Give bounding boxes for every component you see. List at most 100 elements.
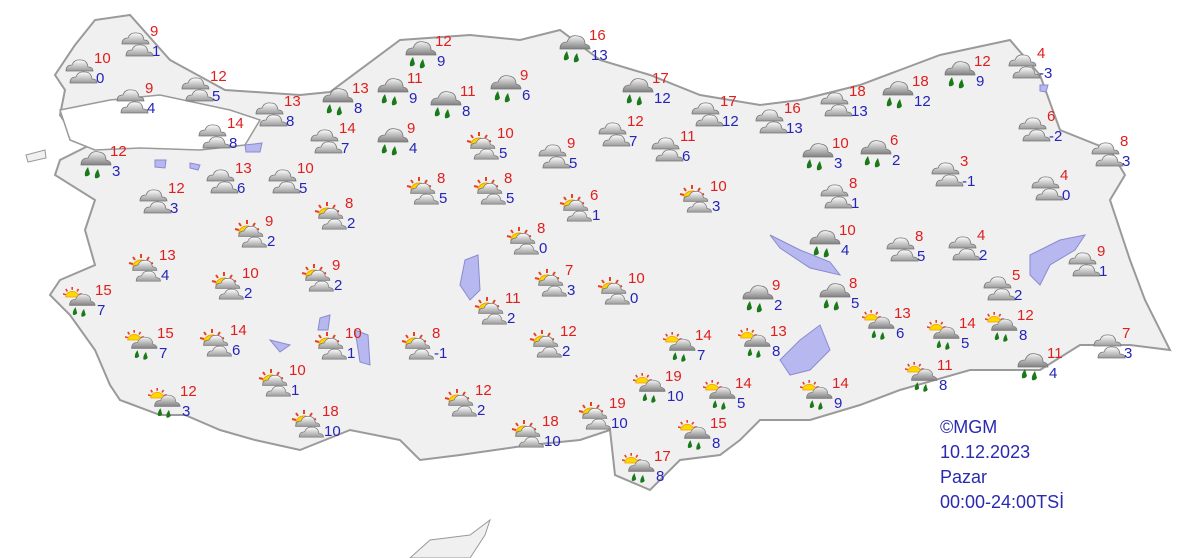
station-76: 14 6 xyxy=(198,323,258,367)
cloudy-icon xyxy=(181,77,214,102)
cloudy-icon xyxy=(820,92,853,117)
forecast-period: 00:00-24:00TSİ xyxy=(940,492,1065,512)
rain-icon xyxy=(819,283,851,311)
cloudy-icon xyxy=(755,109,788,134)
low-temp: 5 xyxy=(961,335,970,352)
low-temp: 3 xyxy=(1122,153,1131,170)
high-temp: 8 xyxy=(437,170,446,187)
station-18: 11 9 xyxy=(375,71,435,115)
station-3: 12 5 xyxy=(178,69,238,113)
low-temp: 5 xyxy=(737,395,746,412)
low-temp: 6 xyxy=(896,325,905,342)
sun-cloud-rain-icon xyxy=(985,312,1018,343)
low-temp: -2 xyxy=(1049,128,1063,145)
sun-cloud-rain-icon xyxy=(148,388,181,419)
partly-cloudy-icon xyxy=(211,271,244,300)
high-temp: 13 xyxy=(894,305,911,322)
lake-burdur xyxy=(268,339,292,353)
high-temp: 10 xyxy=(628,270,645,287)
rain-icon xyxy=(322,88,354,116)
low-temp: 2 xyxy=(347,215,356,232)
cloudy-icon xyxy=(139,189,172,214)
sun-cloud-rain-icon xyxy=(862,310,895,341)
cloudy-icon xyxy=(116,89,149,114)
station-72: 11 4 xyxy=(1015,346,1075,390)
partly-cloudy-icon xyxy=(406,176,439,205)
partly-cloudy-icon xyxy=(578,401,611,430)
low-temp: 3 xyxy=(834,155,843,172)
partly-cloudy-icon xyxy=(314,201,347,230)
high-temp: 16 xyxy=(784,100,801,117)
high-temp: 14 xyxy=(832,375,849,392)
low-temp: 0 xyxy=(1062,187,1071,204)
low-temp: 8 xyxy=(462,103,471,120)
high-temp: 8 xyxy=(1120,133,1129,150)
low-temp: 8 xyxy=(712,435,721,452)
station-11: 12 3 xyxy=(136,181,196,225)
cloudy-icon xyxy=(1031,176,1064,201)
low-temp: 3 xyxy=(170,200,179,217)
station-53: 4 -3 xyxy=(1005,46,1065,90)
rain-icon xyxy=(405,41,437,69)
high-temp: 14 xyxy=(339,120,356,137)
low-temp: 0 xyxy=(630,290,639,307)
low-temp: -1 xyxy=(962,173,976,190)
cloudy-icon xyxy=(198,124,231,149)
high-temp: 9 xyxy=(520,67,529,84)
high-temp: 12 xyxy=(475,382,492,399)
partly-cloudy-icon xyxy=(506,226,539,255)
copyright: ©MGM xyxy=(940,417,998,437)
low-temp: 10 xyxy=(611,415,628,432)
high-temp: 16 xyxy=(589,27,606,44)
high-temp: 8 xyxy=(849,275,858,292)
low-temp: 12 xyxy=(722,113,739,130)
low-temp: 12 xyxy=(914,93,931,110)
station-77: 10 1 xyxy=(313,326,373,370)
high-temp: 11 xyxy=(460,83,476,100)
low-temp: 9 xyxy=(409,90,418,107)
sun-cloud-rain-icon xyxy=(927,320,960,351)
high-temp: 12 xyxy=(974,53,991,70)
low-temp: 7 xyxy=(97,302,106,319)
high-temp: 6 xyxy=(890,132,899,149)
station-9: 13 6 xyxy=(203,161,263,205)
low-temp: 9 xyxy=(834,395,843,412)
low-temp: 2 xyxy=(774,297,783,314)
low-temp: 13 xyxy=(786,120,803,137)
rain-icon xyxy=(742,285,774,313)
sun-cloud-rain-icon xyxy=(622,453,655,484)
cloudy-icon xyxy=(310,129,343,154)
station-15: 10 2 xyxy=(210,266,270,310)
high-temp: 12 xyxy=(560,323,577,340)
station-5: 14 8 xyxy=(195,116,255,160)
lake-beysehir xyxy=(317,314,331,331)
station-37: 11 2 xyxy=(473,291,533,335)
high-temp: 7 xyxy=(1122,325,1131,342)
low-temp: 3 xyxy=(712,198,721,215)
station-48: 17 8 xyxy=(622,449,682,493)
island xyxy=(25,149,47,163)
high-temp: 17 xyxy=(652,70,669,87)
partly-cloudy-icon xyxy=(128,253,161,282)
keban-dam-lake xyxy=(769,234,842,276)
high-temp: 13 xyxy=(770,323,787,340)
low-temp: 8 xyxy=(656,468,665,485)
low-temp: 0 xyxy=(539,240,548,257)
high-temp: 8 xyxy=(537,220,546,237)
station-68: 14 5 xyxy=(927,316,987,360)
rain-icon xyxy=(809,230,841,258)
low-temp: 8 xyxy=(354,100,363,117)
sun-cloud-rain-icon xyxy=(905,362,938,393)
low-temp: 5 xyxy=(917,248,926,265)
low-temp: 10 xyxy=(544,433,561,450)
station-29: 11 6 xyxy=(648,129,708,173)
